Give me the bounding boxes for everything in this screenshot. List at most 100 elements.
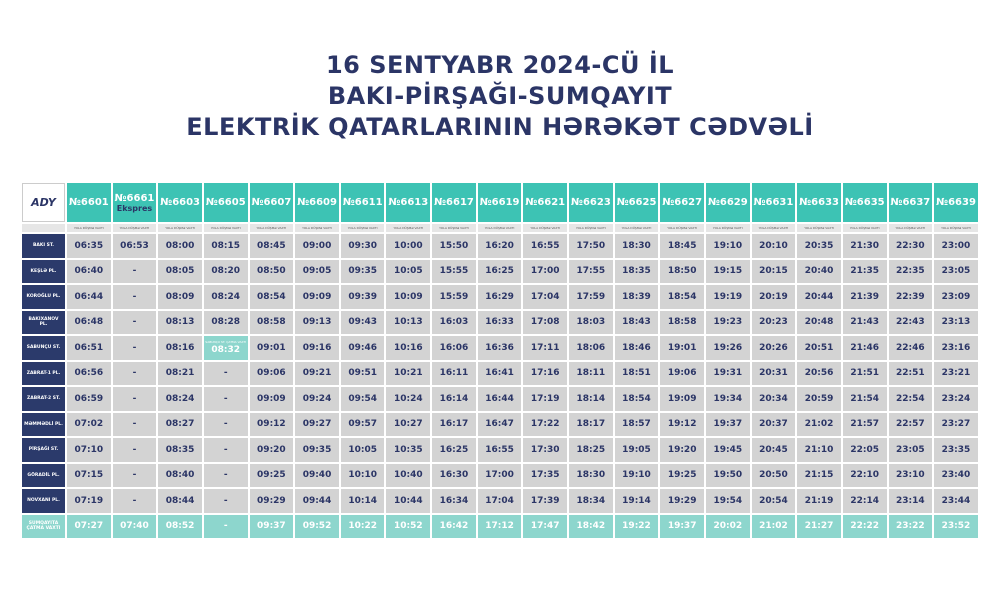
time: 10:16 [386,336,431,360]
time: 23:09 [934,285,978,309]
subheader: YOLA DÜŞMƏ VAXTI [158,224,202,232]
time: 10:24 [386,387,431,411]
time: 18:57 [614,412,659,436]
time: 20:45 [751,438,796,462]
time: 18:45 [660,234,704,258]
time: 20:54 [751,489,796,513]
time: 20:51 [797,336,841,360]
time: 20:15 [751,259,796,283]
time: - [112,463,157,487]
time: 22:54 [888,387,933,411]
time: 22:30 [888,234,933,258]
subheader: YOLA DÜŞMƏ VAXTI [797,224,841,232]
time: 16:11 [432,361,476,385]
time: 09:09 [295,285,339,309]
subheader: YOLA DÜŞMƏ VAXTI [705,224,750,232]
title-line: ELEKTRİK QATARLARININ HƏRƏKƏT CƏDVƏLİ [186,113,814,141]
time: 19:10 [705,234,750,258]
time: - [203,412,248,436]
time: 20:02 [705,514,750,538]
time: 07:27 [67,514,111,538]
time: - [112,412,157,436]
time: 08:54 [249,285,294,309]
time: 16:55 [477,438,522,462]
time: 09:29 [249,489,294,513]
time: 20:23 [751,310,796,334]
station: BAKIXANOV PL. [22,310,65,334]
time: 08:24 [158,387,202,411]
subheader: YOLA DÜŞMƏ VAXTI [386,224,431,232]
time: 18:46 [614,336,659,360]
time: - [112,259,157,283]
time: 19:54 [705,489,750,513]
train-number-text: №6635 [844,197,885,208]
time: 17:59 [569,285,613,309]
time: 10:00 [386,234,431,258]
station: PİRŞAĞI ST. [22,438,65,462]
train-number-text: №6603 [160,197,201,208]
time: 23:22 [888,514,933,538]
time: 17:55 [569,259,613,283]
time: 16:44 [477,387,522,411]
time: 06:40 [67,259,111,283]
time: 21:15 [797,463,841,487]
time: 09:39 [340,285,385,309]
subheader: YOLA DÜŞMƏ VAXTI [751,224,796,232]
train-number: №6639 [934,183,978,222]
train-number: №6607 [249,183,294,222]
time: 10:10 [340,463,385,487]
station: BAKI ST. [22,234,65,258]
train-number: №6625 [614,183,659,222]
time: 17:50 [569,234,613,258]
time: 19:31 [705,361,750,385]
subheader: YOLA DÜŞMƏ VAXTI [614,224,659,232]
time: 16:03 [432,310,476,334]
time: 08:40 [158,463,202,487]
time: - [203,438,248,462]
station: SUMQAYITA ÇATMA VAXTI [22,514,65,538]
time: 08:44 [158,489,202,513]
train-number: №6605 [203,183,248,222]
time: 21:39 [842,285,887,309]
train-number: №6635 [842,183,887,222]
time: 18:54 [614,387,659,411]
time: 20:50 [751,463,796,487]
time: 18:58 [660,310,704,334]
time: 19:20 [660,438,704,462]
time: 09:16 [295,336,339,360]
subheader: YOLA DÜŞMƏ VAXTI [888,224,933,232]
time: 21:02 [797,412,841,436]
train-number-text: №6639 [936,197,976,208]
subheader: YOLA DÜŞMƏ VAXTI [249,224,294,232]
time: 17:08 [523,310,568,334]
time: 09:06 [249,361,294,385]
time: 08:50 [249,259,294,283]
time: 15:55 [432,259,476,283]
time: 16:47 [477,412,522,436]
time: 06:51 [67,336,111,360]
time: 16:17 [432,412,476,436]
time: 19:14 [614,489,659,513]
time: 10:05 [340,438,385,462]
time: 09:20 [249,438,294,462]
time: 19:09 [660,387,704,411]
time: 18:34 [569,489,613,513]
time: - [203,514,248,538]
station: GÖRADİL PL. [22,463,65,487]
train-number: №6601 [67,183,111,222]
time: 18:06 [569,336,613,360]
time: 09:05 [295,259,339,283]
time: 21:35 [842,259,887,283]
train-number-text: №6609 [297,197,337,208]
time: - [112,285,157,309]
arrival-cell: SABUNÇU ST. ÇATMA VAXTI 08:32 [203,336,248,360]
time: 09:00 [295,234,339,258]
time: 23:44 [934,489,978,513]
train-number-text: №6601 [68,197,109,208]
time: 17:19 [523,387,568,411]
time: 09:43 [340,310,385,334]
time: 21:57 [842,412,887,436]
time: 23:05 [888,438,933,462]
time: 16:25 [432,438,476,462]
